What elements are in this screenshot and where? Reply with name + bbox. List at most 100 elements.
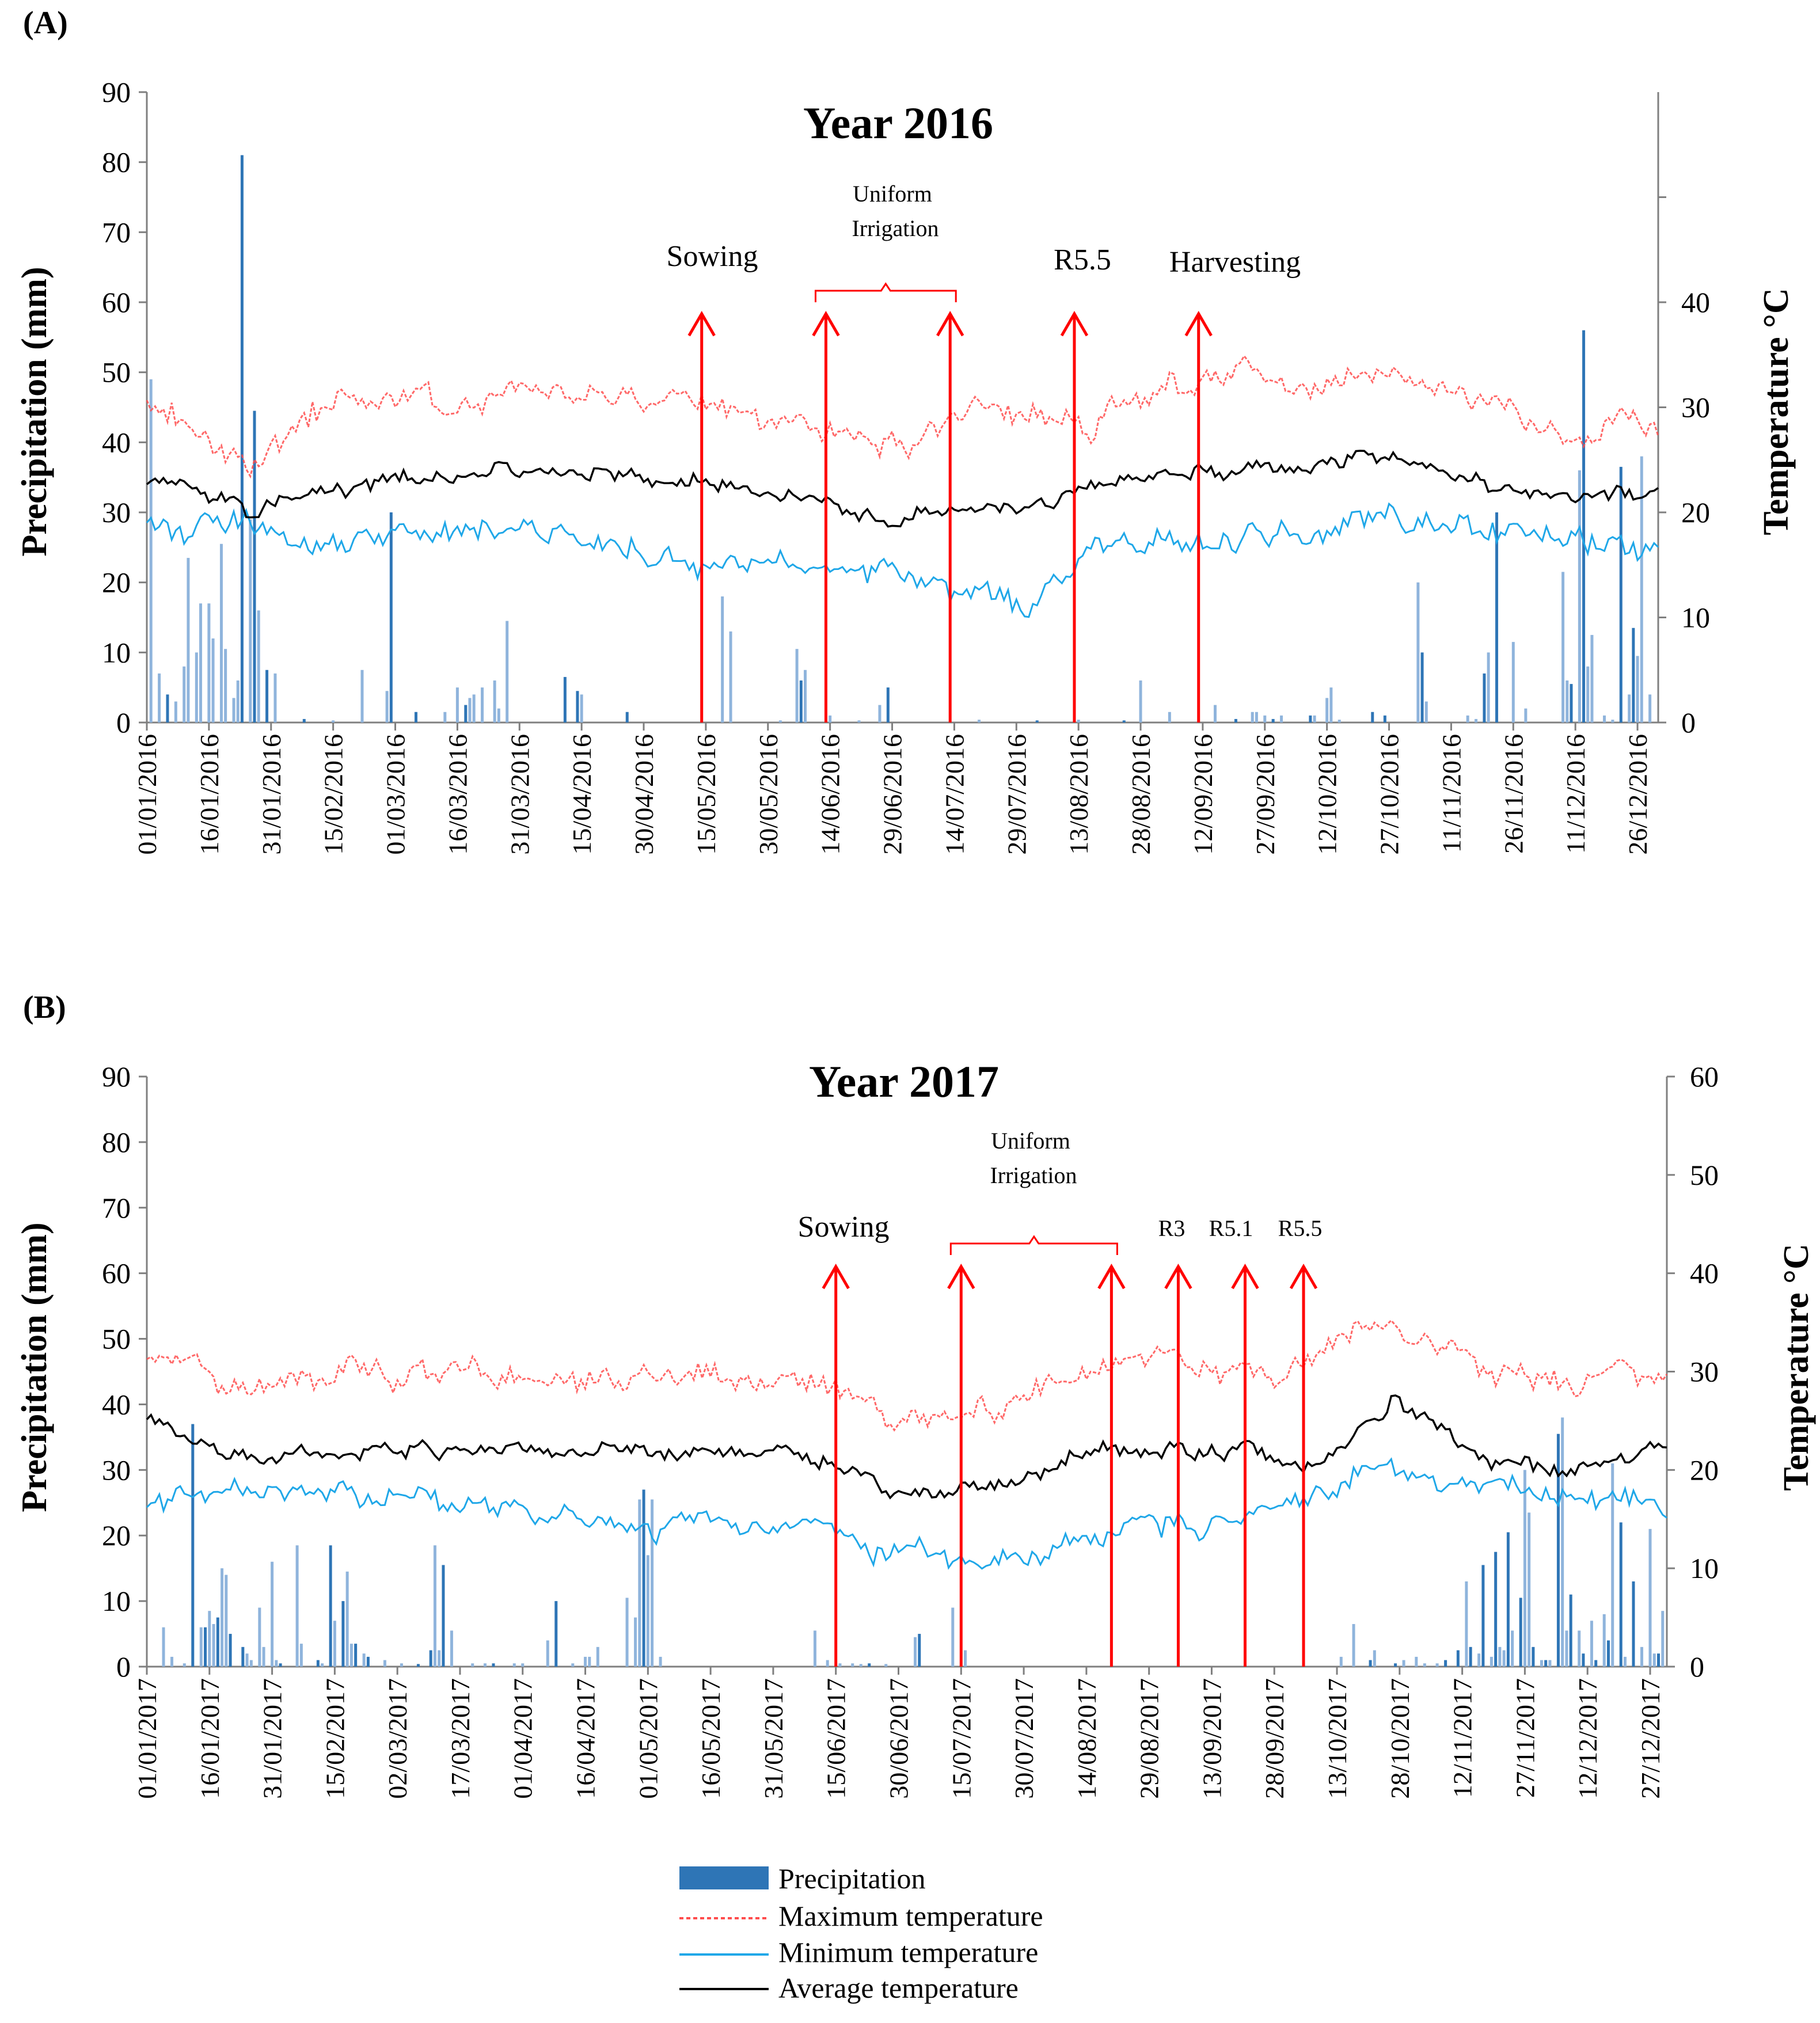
panel-a-avg-temperature-line: [146, 450, 1659, 528]
panel-b-precip-bar: [1423, 1663, 1426, 1667]
panel-b-xtick-label: 15/07/2017: [947, 1678, 976, 1799]
panel-a-xtick-label: 12/10/2016: [1313, 734, 1342, 855]
panel-b-precip-bar: [212, 1623, 215, 1667]
panel-a-precip-bar: [886, 687, 890, 722]
panel-a-precip-bar: [1234, 718, 1237, 722]
panel-b-ytick-label: 0: [116, 1651, 131, 1683]
panel-a-label: (A): [23, 5, 68, 41]
panel-a-precip-bar: [506, 621, 509, 722]
panel-a-min-temperature-line: [146, 502, 1659, 618]
panel-b-precip-bar: [625, 1598, 629, 1667]
panel-b-precip-bar: [1565, 1630, 1568, 1667]
panel-b-irrigation-label-line1: Uniform: [991, 1128, 1070, 1154]
panel-a-ytick-label: 10: [102, 636, 131, 668]
panel-b-temperature-lines: [146, 1319, 1668, 1570]
panel-b-xtick-label: 12/12/2017: [1573, 1678, 1602, 1799]
panel-a-precip-bar: [1628, 694, 1631, 722]
panel-b-precip-bar: [183, 1663, 186, 1667]
panel-a-xtick-label: 15/02/2016: [319, 734, 348, 855]
panel-a-precip-bar: [1371, 712, 1374, 722]
panel-b-ytick-label: 60: [102, 1257, 131, 1290]
panel-b-min-temperature-line: [146, 1457, 1667, 1570]
panel-b-precip-bar: [868, 1663, 871, 1667]
panel-a-xtick-label: 16/01/2016: [195, 734, 224, 855]
panel-a-precip-bar: [729, 631, 732, 722]
legend-swatch-precipitation: [679, 1866, 769, 1889]
panel-a-precip-bar: [580, 694, 583, 722]
panel-b-precip-bar: [1561, 1417, 1564, 1667]
panel-b-precip-bar: [859, 1664, 862, 1667]
panel-a-precip-bar: [1524, 708, 1528, 722]
panel-a-precip-bar: [978, 720, 981, 722]
panel-b-ytick-label: 50: [102, 1323, 131, 1355]
panel-a-precip-bar: [464, 705, 468, 722]
panel-a-precip-bar: [576, 691, 579, 722]
panel-a-event-label-harvesting: Harvesting: [1169, 246, 1301, 279]
panel-a-xtick-label: 26/12/2016: [1623, 734, 1652, 855]
panel-b-precip-bar: [471, 1663, 474, 1667]
panel-a-ytick-label: 60: [102, 286, 131, 318]
panel-b-precip-bar: [918, 1634, 921, 1667]
panel-a-annotations: Sowing R5.5 Harvesting Uniform Irrigatio…: [667, 181, 1301, 722]
panel-b-xtick-label: 16/05/2017: [696, 1678, 725, 1799]
panel-b-precip-bar: [1506, 1532, 1510, 1667]
panel-b-ytick-label: 40: [102, 1388, 131, 1420]
panel-b-precip-bar: [1519, 1598, 1522, 1667]
panel-b-irrigation-label-line2: Irrigation: [990, 1162, 1077, 1188]
panel-a-precip-bar: [414, 712, 417, 722]
panel-b-precip-bar: [1640, 1646, 1643, 1667]
panel-a-ylabel: Precipitation (mm): [15, 267, 54, 556]
panel-a-xtick-label: 16/03/2016: [443, 734, 472, 855]
panel-b-xtick-label: 30/07/2017: [1009, 1678, 1039, 1799]
panel-a-event-label-r55: R5.5: [1054, 244, 1111, 276]
panel-b-xtick-label: 13/09/2017: [1197, 1678, 1226, 1799]
panel-b-precip-bar: [951, 1607, 955, 1667]
panel-b-y2tick-label: 0: [1690, 1651, 1704, 1683]
panel-a-precip-bar: [497, 708, 500, 722]
panel-a-xtick-label: 01/03/2016: [381, 734, 411, 855]
panel-b-precip-bar: [1582, 1653, 1585, 1667]
panel-b-precip-bar: [341, 1601, 345, 1667]
panel-a-precip-bar: [1416, 582, 1420, 722]
panel-a-precip-bar: [795, 649, 799, 722]
panel-b-precip-bar: [442, 1565, 445, 1667]
panel-b-y2tick-label: 20: [1690, 1454, 1719, 1486]
panel-a-precipitation-bars: [149, 155, 1652, 722]
panel-b-precip-bar: [1339, 1656, 1343, 1667]
panel-b-precip-bar: [838, 1663, 842, 1667]
panel-a-irrigation-start-arrow-head: [812, 311, 840, 337]
panel-b-precip-bar: [1532, 1646, 1535, 1667]
panel-a-xtick-label: 31/03/2016: [505, 734, 534, 855]
panel-b-y2label: Temperature °C: [1777, 1244, 1816, 1490]
panel-b-precip-bar: [329, 1545, 332, 1667]
panel-a-precip-bar: [1561, 572, 1565, 722]
panel-b-y2tick-label: 60: [1690, 1060, 1719, 1093]
panel-b-precip-bar: [638, 1499, 641, 1667]
panel-b-precip-bar: [225, 1575, 228, 1667]
legend-label-max-temp: Maximum temperature: [778, 1900, 1043, 1932]
panel-a-precip-bar: [778, 720, 782, 722]
panel-a-precip-bar: [240, 155, 244, 722]
legend: Precipitation Maximum temperature Minimu…: [679, 1862, 1043, 2004]
panel-b-precip-bar: [521, 1663, 525, 1667]
panel-a-precip-bar: [481, 687, 484, 722]
panel-a-temperature-lines: [146, 354, 1659, 618]
panel-b-annotations: Sowing R3 R5.1 R5.5 Uniform Irrigation: [798, 1128, 1322, 1667]
panel-a-precip-bar: [360, 670, 364, 722]
panel-b-precip-bar: [1465, 1581, 1468, 1667]
panel-b-xtick-label: 13/10/2017: [1323, 1678, 1352, 1799]
panel-b-precip-bar: [170, 1656, 174, 1667]
panel-b-precip-bar: [642, 1489, 645, 1667]
panel-b-xtick-label: 12/11/2017: [1448, 1678, 1477, 1798]
panel-b-precip-bar: [1415, 1656, 1418, 1667]
panel-a-axes: 0 10 20 30 40 50 60 70 80 90 0 10 20 30 40 01/01/2016 16…: [102, 76, 1710, 855]
panel-b-precip-bar: [492, 1663, 495, 1667]
panel-b-precip-bar: [1369, 1660, 1372, 1667]
panel-b-precip-bar: [416, 1664, 420, 1667]
panel-b-precip-bar: [275, 1660, 278, 1667]
panel-a-precip-bar: [166, 694, 169, 722]
panel-a-y2tick-label: 40: [1681, 286, 1710, 318]
panel-a-precip-bar: [1640, 456, 1643, 722]
panel-b-precip-bar: [1490, 1656, 1493, 1667]
